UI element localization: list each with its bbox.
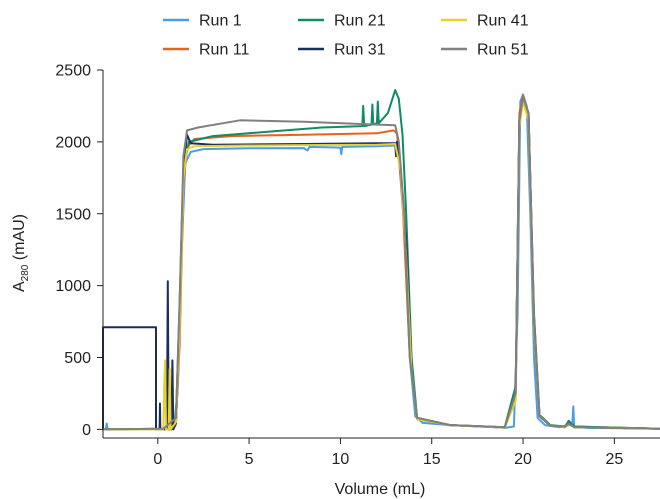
x-axis-title: Volume (mL) xyxy=(335,481,426,498)
ticks-layer: 0 5 10 15 20 25 0 500 1000 1500 2000 2500 xyxy=(55,63,623,469)
y-tick-label: 2500 xyxy=(55,63,91,80)
legend-label: Run 21 xyxy=(334,13,386,30)
y-axis-title-prefix: A xyxy=(11,281,28,292)
chart-legend: Run 1 Run 11 Run 21 Run 31 Run 41 Run 51 xyxy=(163,13,529,59)
series-layer xyxy=(102,89,660,431)
series-line-run-51 xyxy=(102,96,660,431)
x-tick-label: 0 xyxy=(153,451,162,468)
y-tick-label: 500 xyxy=(64,350,91,367)
y-axis-title-subscript: 280 xyxy=(20,264,31,281)
legend-label: Run 51 xyxy=(477,42,529,59)
x-tick-label: 25 xyxy=(605,451,623,468)
y-tick-label: 1000 xyxy=(55,278,91,295)
y-tick-label: 1500 xyxy=(55,206,91,223)
y-tick-label: 2000 xyxy=(55,134,91,151)
series-line-run-41 xyxy=(102,100,660,431)
y-axis-title-suffix: (mAU) xyxy=(11,214,28,265)
legend-label: Run 1 xyxy=(199,13,242,30)
x-tick-label: 20 xyxy=(514,451,532,468)
x-tick-label: 10 xyxy=(332,451,350,468)
x-tick-label: 5 xyxy=(245,451,254,468)
x-tick-label: 15 xyxy=(423,451,441,468)
legend-label: Run 11 xyxy=(199,42,250,59)
y-tick-label: 0 xyxy=(82,422,91,439)
y-axis-title: A280 (mAU) xyxy=(11,214,31,292)
legend-label: Run 41 xyxy=(477,13,529,30)
legend-label: Run 31 xyxy=(334,42,386,59)
axes-layer xyxy=(102,70,660,439)
